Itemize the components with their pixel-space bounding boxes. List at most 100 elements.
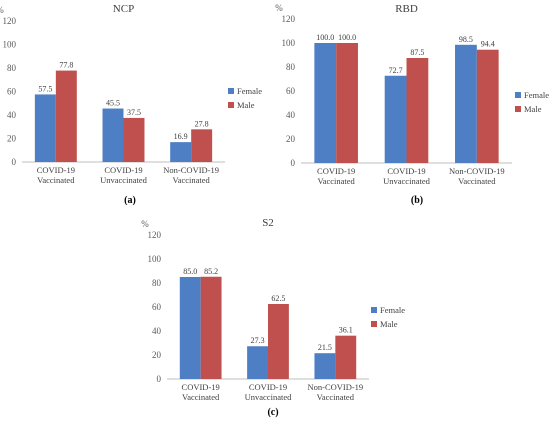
bar-female bbox=[314, 353, 336, 379]
y-axis-label: % bbox=[141, 219, 149, 229]
data-label: 21.5 bbox=[318, 343, 332, 352]
legend-label-female: Female bbox=[524, 90, 549, 100]
y-tick-label: 120 bbox=[3, 16, 17, 26]
data-label: 16.9 bbox=[174, 132, 188, 141]
x-tick-label: COVID-19 bbox=[387, 166, 425, 176]
x-tick-label: COVID-19 bbox=[317, 166, 355, 176]
legend-swatch-male bbox=[228, 102, 234, 108]
y-tick-label: 120 bbox=[148, 230, 162, 240]
chart-title: RBD bbox=[395, 3, 418, 15]
data-label: 94.4 bbox=[481, 40, 495, 49]
legend-label-male: Male bbox=[524, 104, 542, 114]
x-tick-label: Vaccinated bbox=[317, 392, 355, 402]
caption-a: (a) bbox=[124, 195, 136, 206]
x-tick-label: Vaccinated bbox=[458, 176, 496, 186]
bar-male bbox=[406, 58, 429, 163]
chart-title: NCP bbox=[113, 3, 134, 15]
data-label: 27.8 bbox=[195, 119, 209, 128]
chart-ncp: NCP%02040608010012057.577.8COVID-19Vacci… bbox=[0, 3, 262, 185]
y-tick-label: 0 bbox=[12, 157, 17, 167]
legend-label-female: Female bbox=[380, 305, 405, 315]
data-label: 57.5 bbox=[38, 84, 52, 93]
legend-label-female: Female bbox=[237, 86, 262, 96]
y-tick-label: 0 bbox=[291, 158, 296, 168]
bar-male bbox=[200, 276, 222, 379]
x-tick-label: Vaccinated bbox=[318, 176, 356, 186]
bar-male bbox=[55, 70, 77, 162]
y-tick-label: 100 bbox=[3, 40, 17, 50]
data-label: 72.7 bbox=[389, 66, 403, 75]
data-label: 36.1 bbox=[339, 326, 353, 335]
y-tick-label: 40 bbox=[152, 326, 162, 336]
data-label: 85.0 bbox=[183, 267, 197, 276]
x-tick-label: Non-COVID-19 bbox=[163, 165, 219, 175]
data-label: 100.0 bbox=[316, 33, 334, 42]
bar-female bbox=[170, 142, 192, 162]
caption-b: (b) bbox=[410, 195, 424, 206]
bar-male bbox=[335, 335, 357, 379]
caption-c: (c) bbox=[267, 407, 279, 418]
y-tick-label: 60 bbox=[152, 302, 162, 312]
bar-male bbox=[268, 304, 289, 379]
x-tick-label: COVID-19 bbox=[37, 165, 75, 175]
data-label: 77.8 bbox=[59, 61, 73, 70]
legend-swatch-male bbox=[515, 106, 521, 112]
y-tick-label: 20 bbox=[152, 350, 162, 360]
chart-panel-ncp: NCP%02040608010012057.577.8COVID-19Vacci… bbox=[0, 0, 275, 212]
y-tick-label: 80 bbox=[286, 62, 296, 72]
y-tick-label: 20 bbox=[286, 134, 296, 144]
bar-female bbox=[455, 44, 477, 163]
y-tick-label: 80 bbox=[152, 278, 162, 288]
bar-female bbox=[179, 277, 201, 379]
bar-female bbox=[384, 75, 407, 163]
y-tick-label: 100 bbox=[148, 254, 162, 264]
x-tick-label: Unvaccinated bbox=[245, 392, 292, 402]
y-tick-label: 40 bbox=[286, 110, 296, 120]
x-tick-label: COVID-19 bbox=[182, 382, 220, 392]
legend-swatch-female bbox=[228, 88, 234, 94]
bar-female bbox=[34, 94, 56, 162]
data-label: 27.3 bbox=[251, 336, 265, 345]
y-tick-label: 20 bbox=[7, 134, 17, 144]
legend-label-male: Male bbox=[237, 100, 255, 110]
bar-female bbox=[314, 43, 337, 163]
y-tick-label: 60 bbox=[286, 86, 296, 96]
x-tick-label: Vaccinated bbox=[173, 175, 211, 185]
legend-label-male: Male bbox=[380, 319, 398, 329]
data-label: 37.5 bbox=[127, 108, 141, 117]
x-tick-label: Vaccinated bbox=[182, 392, 220, 402]
bar-male bbox=[191, 129, 213, 162]
chart-panel-s2: S2% 0 20 40 60 80 100 120 85.0 85.2 COVID-19 Vaccin… bbox=[137, 212, 412, 425]
bar-female bbox=[102, 108, 124, 162]
x-tick-label: Non-COVID-19 bbox=[449, 166, 505, 176]
data-label: 62.5 bbox=[271, 294, 285, 303]
x-tick-label: Unvaccinated bbox=[383, 176, 430, 186]
bar-female bbox=[247, 346, 268, 379]
y-tick-label: 60 bbox=[7, 87, 17, 97]
y-tick-label: 120 bbox=[282, 14, 296, 24]
legend-swatch-female bbox=[371, 307, 377, 313]
bar-male bbox=[123, 117, 145, 162]
chart-panel-rbd: RBD% 0 20 40 60 80 100 120 100.0 100.0 COVID-19 Vac… bbox=[275, 0, 550, 212]
data-label: 98.5 bbox=[459, 35, 473, 44]
chart-title: S2 bbox=[262, 217, 274, 229]
legend-swatch-female bbox=[515, 92, 521, 98]
x-tick-label: Unvaccinated bbox=[100, 175, 147, 185]
y-axis-label: % bbox=[275, 3, 283, 13]
y-tick-label: 0 bbox=[157, 374, 162, 384]
bar-male bbox=[476, 49, 499, 163]
data-label: 45.5 bbox=[106, 99, 120, 108]
legend-swatch-male bbox=[371, 321, 377, 327]
x-tick-label: COVID-19 bbox=[249, 382, 287, 392]
x-tick-label: Non-COVID-19 bbox=[307, 382, 363, 392]
bar-male bbox=[336, 43, 358, 163]
data-label: 100.0 bbox=[338, 33, 356, 42]
y-axis-label: % bbox=[0, 5, 4, 15]
x-tick-label: Vaccinated bbox=[37, 175, 75, 185]
x-tick-label: COVID-19 bbox=[104, 165, 142, 175]
data-label: 87.5 bbox=[410, 48, 424, 57]
y-tick-label: 40 bbox=[7, 110, 17, 120]
y-tick-label: 80 bbox=[7, 63, 17, 73]
